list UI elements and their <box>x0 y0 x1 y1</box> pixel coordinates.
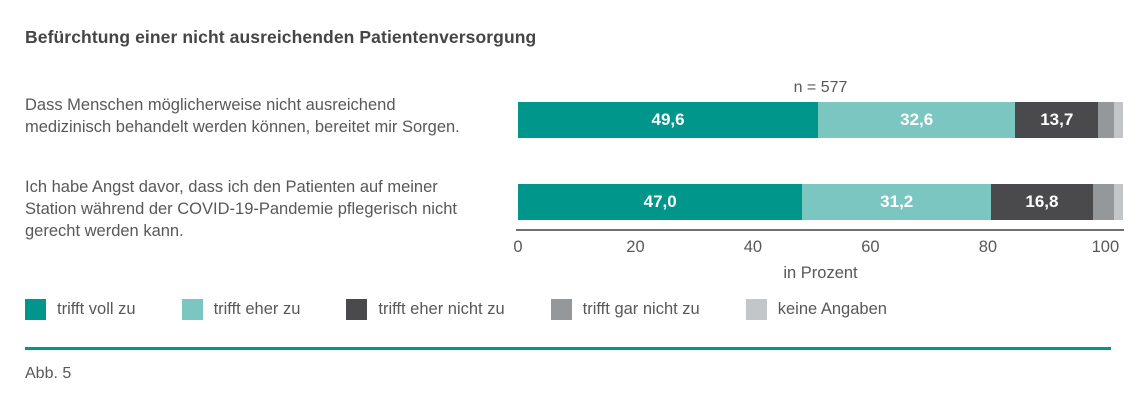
bar-segment-keine-Angaben <box>1113 184 1123 220</box>
bar-segment-trifft-gar-nicht-zu <box>1098 102 1114 138</box>
legend-label: trifft eher zu <box>213 300 301 318</box>
legend: trifft voll zu trifft eher zu trifft ehe… <box>25 299 887 320</box>
bar-value-label: 16,8 <box>1025 192 1059 211</box>
x-axis-line <box>516 229 1124 231</box>
bar-value-label: 31,2 <box>880 192 914 211</box>
bar-segment-trifft-voll-zu: 49,6 <box>518 102 819 138</box>
figure-caption: Abb. 5 <box>25 365 72 382</box>
legend-label: trifft voll zu <box>57 300 136 318</box>
bar-segment-keine-Angaben <box>1113 102 1123 138</box>
legend-item-trifft-gar-nicht-zu: trifft gar nicht zu <box>550 299 700 320</box>
legend-item-trifft-eher-zu: trifft eher zu <box>181 299 301 320</box>
stacked-bar-row-2: 47,0 31,2 16,8 <box>518 184 1123 220</box>
bar-value-label: 32,6 <box>900 110 934 129</box>
bar-segment-trifft-eher-zu: 32,6 <box>818 102 1016 138</box>
statement-label-1: Dass Menschen möglicherweise nicht ausre… <box>25 96 460 136</box>
x-tick-label: 20 <box>626 238 645 256</box>
legend-item-keine-angaben: keine Angaben <box>745 299 887 320</box>
legend-item-trifft-voll-zu: trifft voll zu <box>25 299 136 320</box>
legend-label: trifft eher nicht zu <box>378 300 505 318</box>
bar-value-label: 47,0 <box>643 192 677 211</box>
stacked-bar-row-1: 49,6 32,6 13,7 <box>518 102 1123 138</box>
bar-segment-trifft-gar-nicht-zu <box>1092 184 1114 220</box>
legend-swatch-icon <box>346 299 368 320</box>
bar-value-label: 13,7 <box>1040 110 1074 129</box>
sample-size-label: n = 577 <box>793 79 848 96</box>
x-tick-label: 0 <box>513 238 523 256</box>
x-axis-title: in Prozent <box>783 264 858 282</box>
chart-title: Befürchtung einer nicht ausreichenden Pa… <box>25 27 537 47</box>
statement-label-2: Ich habe Angst davor, dass ich den Patie… <box>25 178 457 240</box>
legend-label: keine Angaben <box>777 300 887 318</box>
bar-value-label: 49,6 <box>651 110 685 129</box>
legend-swatch-icon <box>550 299 572 320</box>
legend-item-trifft-eher-nicht-zu: trifft eher nicht zu <box>346 299 505 320</box>
legend-swatch-icon <box>745 299 767 320</box>
footer-accent-rule <box>25 347 1111 350</box>
x-axis-ticks: 0 20 40 60 80 100 <box>513 238 1123 258</box>
legend-swatch-icon <box>181 299 203 320</box>
legend-swatch-icon <box>25 299 46 320</box>
x-tick-label: 80 <box>978 238 998 256</box>
x-tick-label: 100 <box>1091 238 1120 256</box>
bar-segment-trifft-eher-zu: 31,2 <box>802 184 992 220</box>
x-tick-label: 40 <box>743 238 763 256</box>
x-tick-label: 60 <box>861 238 880 256</box>
legend-label: trifft gar nicht zu <box>582 300 700 318</box>
bar-segment-trifft-voll-zu: 47,0 <box>518 184 803 220</box>
bar-segment-trifft-eher-nicht-zu: 16,8 <box>991 184 1093 220</box>
bar-segment-trifft-eher-nicht-zu: 13,7 <box>1015 102 1099 138</box>
